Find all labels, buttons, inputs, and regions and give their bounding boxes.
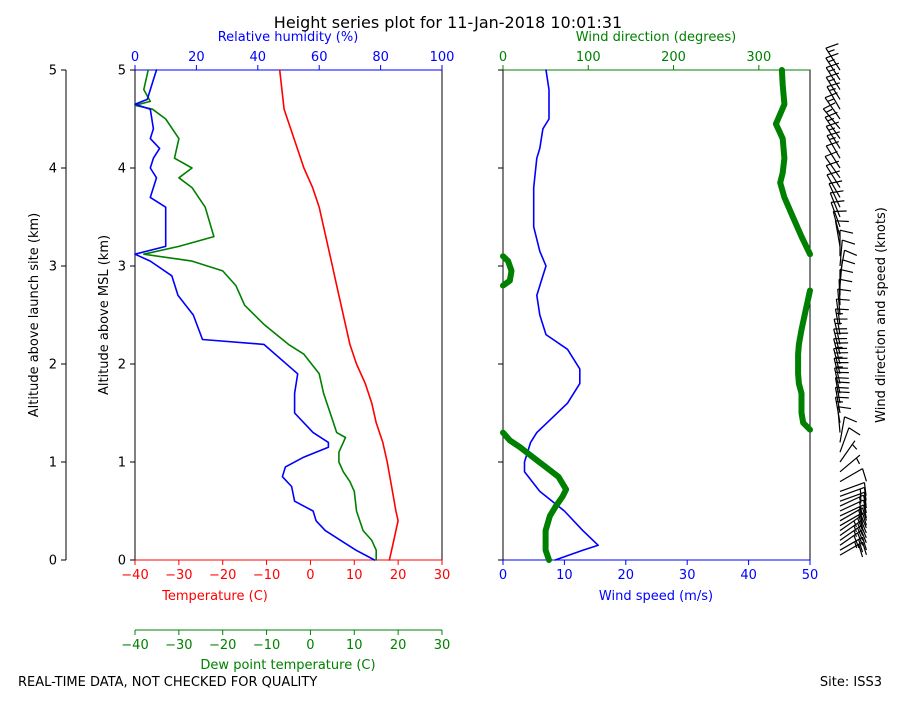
temperature-tick-label: −20 bbox=[209, 568, 236, 583]
msl-altitude-label: Altitude above MSL (km) bbox=[97, 235, 112, 395]
wind-direction-tick-label: 200 bbox=[661, 50, 686, 65]
msl-tick-label: 3 bbox=[118, 260, 126, 275]
wind-direction-line bbox=[503, 256, 512, 285]
launch-tick-label: 1 bbox=[49, 456, 57, 471]
wind-direction-tick-label: 100 bbox=[576, 50, 601, 65]
dewpoint-tick-label: 0 bbox=[306, 638, 314, 653]
wind-speed-tick-label: 20 bbox=[618, 568, 635, 583]
wind-direction-line bbox=[776, 70, 810, 254]
wind-barb bbox=[831, 201, 844, 227]
wind-barb bbox=[834, 348, 848, 373]
launch-tick-label: 3 bbox=[49, 260, 57, 275]
launch-tick-label: 2 bbox=[49, 358, 57, 373]
wind-barb bbox=[840, 269, 853, 295]
thermo-panel-frame bbox=[135, 70, 442, 560]
wind-barb-half-feather bbox=[852, 444, 856, 449]
wind-speed-tick-label: 40 bbox=[740, 568, 757, 583]
wind-barb-half-feather bbox=[826, 109, 832, 112]
temperature-line bbox=[280, 70, 398, 560]
axes-frames bbox=[66, 70, 810, 630]
quality-note: REAL-TIME DATA, NOT CHECKED FOR QUALITY bbox=[18, 675, 317, 690]
rh-tick-label: 80 bbox=[372, 50, 389, 65]
wind-direction-line bbox=[798, 291, 810, 430]
wind-speed-tick-label: 50 bbox=[802, 568, 819, 583]
wind-barb bbox=[840, 495, 866, 508]
wind-speed-tick-label: 30 bbox=[679, 568, 696, 583]
dewpoint-tick-label: −10 bbox=[253, 638, 280, 653]
dewpoint-tick-label: 30 bbox=[434, 638, 451, 653]
wind-speed-tick-label: 10 bbox=[556, 568, 573, 583]
wind-barb-feather bbox=[835, 378, 848, 379]
wind-direction-line bbox=[503, 433, 566, 560]
wind-speed-tick-label: 0 bbox=[499, 568, 507, 583]
wind-barb-feather bbox=[863, 469, 867, 482]
data-series bbox=[135, 70, 810, 560]
launch-altitude-label: Altitude above launch site (km) bbox=[27, 213, 42, 417]
dewpoint-tick-label: −40 bbox=[121, 638, 148, 653]
wind-barb-feather bbox=[842, 240, 855, 244]
wind-direction-axis-label: Wind direction (degrees) bbox=[576, 30, 736, 45]
dewpoint-tick-label: −20 bbox=[209, 638, 236, 653]
wind-barb bbox=[835, 309, 848, 335]
rh-tick-label: 60 bbox=[311, 50, 328, 65]
launch-tick-label: 4 bbox=[49, 162, 57, 177]
temperature-tick-label: −40 bbox=[121, 568, 148, 583]
launch-tick-label: 0 bbox=[49, 554, 57, 569]
wind-barbs bbox=[823, 44, 866, 557]
wind-barb-half-feather bbox=[828, 50, 834, 52]
temperature-axis-label: Temperature (C) bbox=[161, 589, 268, 604]
wind-barb-half-feather bbox=[856, 458, 859, 464]
wind-barb-half-feather bbox=[860, 489, 861, 496]
dewpoint-tick-label: 20 bbox=[390, 638, 407, 653]
site-label: Site: ISS3 bbox=[820, 675, 882, 690]
wind-barb-feather bbox=[845, 250, 857, 255]
dewpoint-axis-label: Dew point temperature (C) bbox=[200, 658, 375, 673]
rh-axis-label: Relative humidity (%) bbox=[218, 30, 359, 45]
temperature-tick-label: −30 bbox=[165, 568, 192, 583]
wind-barb-feather bbox=[842, 260, 855, 264]
wind-panel-frame bbox=[503, 70, 810, 560]
launch-tick-label: 5 bbox=[49, 64, 57, 79]
wind-barb-feather bbox=[840, 230, 853, 233]
temperature-tick-label: 10 bbox=[346, 568, 363, 583]
rh-tick-label: 100 bbox=[430, 50, 455, 65]
dewpoint-line bbox=[135, 70, 376, 560]
wind-barb-shaft bbox=[840, 417, 845, 443]
msl-tick-label: 2 bbox=[118, 358, 126, 373]
wind-direction-tick-label: 0 bbox=[499, 50, 507, 65]
wind-speed-axis-label: Wind speed (m/s) bbox=[599, 589, 713, 604]
wind-barb-shaft bbox=[840, 469, 863, 482]
wind-barb-half-feather bbox=[828, 99, 834, 101]
rh-tick-label: 20 bbox=[188, 50, 205, 65]
msl-tick-label: 4 bbox=[118, 162, 126, 177]
wind-barb bbox=[840, 513, 866, 528]
wind-barb-shaft bbox=[840, 441, 855, 462]
wind-barb bbox=[840, 469, 866, 482]
barb-axis-label: Wind direction and speed (knots) bbox=[874, 207, 889, 423]
wind-barb bbox=[834, 339, 848, 364]
wind-barb bbox=[834, 329, 848, 354]
wind-barb bbox=[839, 279, 852, 305]
dewpoint-tick-label: 10 bbox=[346, 638, 363, 653]
msl-tick-label: 1 bbox=[118, 456, 126, 471]
temperature-tick-label: 20 bbox=[390, 568, 407, 583]
wind-direction-tick-label: 300 bbox=[746, 50, 771, 65]
wind-barb-feather bbox=[849, 428, 860, 435]
dewpoint-tick-label: −30 bbox=[165, 638, 192, 653]
rh-tick-label: 40 bbox=[250, 50, 267, 65]
rh-tick-label: 0 bbox=[131, 50, 139, 65]
wind-barb-feather bbox=[826, 44, 839, 49]
msl-tick-label: 5 bbox=[118, 64, 126, 79]
wind-barb-feather bbox=[845, 417, 857, 422]
temperature-tick-label: 30 bbox=[434, 568, 451, 583]
temperature-tick-label: 0 bbox=[306, 568, 314, 583]
temperature-tick-label: −10 bbox=[253, 568, 280, 583]
msl-tick-label: 0 bbox=[118, 554, 126, 569]
